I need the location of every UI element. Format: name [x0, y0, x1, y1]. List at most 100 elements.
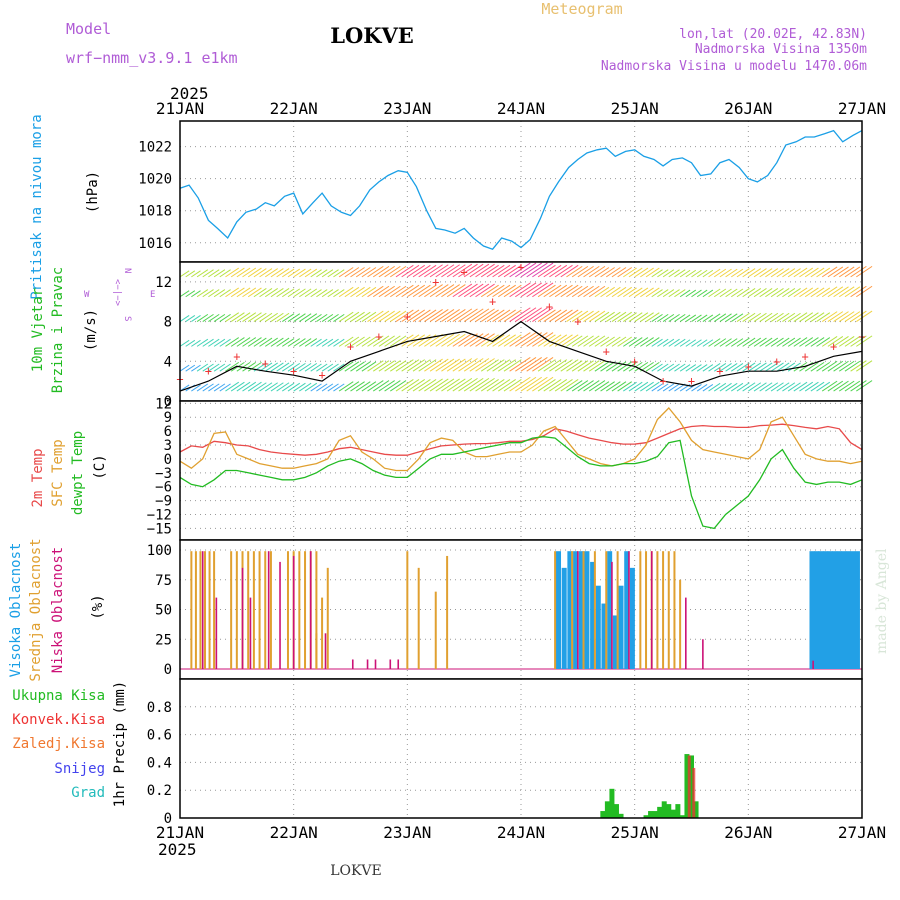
wind-barb-mark [338, 267, 354, 278]
wind-barb-mark [446, 378, 466, 392]
wind-barb-mark [264, 312, 278, 322]
mid-cloud-bar [605, 551, 608, 669]
wind-barb-mark [401, 284, 420, 298]
wind-barb-mark [486, 379, 505, 392]
wind-barb-mark [640, 312, 654, 322]
wind-barb-mark [270, 268, 284, 278]
high-cloud-bar [832, 551, 838, 669]
wind-barb-mark [344, 286, 360, 298]
wind-barb-mark [748, 362, 762, 372]
wind-barb-mark [316, 289, 328, 298]
wind-barb-mark [628, 287, 643, 298]
wind-barb-mark [804, 287, 819, 298]
wind-barb-mark [475, 283, 495, 298]
wind-barb-mark [350, 361, 365, 372]
mid-cloud-bar [639, 551, 642, 669]
wind-barb-mark [412, 284, 431, 298]
wind-barb-mark [372, 335, 390, 347]
wind-barb-mark [708, 313, 721, 322]
wind-barb-mark [696, 364, 708, 372]
wind-barb-mark [185, 290, 196, 298]
wind-barb-mark [202, 383, 214, 392]
wind-barb-mark [537, 334, 556, 347]
pressure-unit: (hPa) [85, 171, 101, 213]
wind-barb-mark [253, 382, 267, 392]
model-elevation-text: Nadmorska Visina u modelu 1470.06m [601, 59, 867, 74]
wind-barb-mark [532, 376, 554, 392]
cloud-ylabel-1: Visoka Oblacnost [8, 543, 24, 678]
top-date-tick: 27JAN [838, 99, 886, 118]
precip-legend-graupel: Grad [71, 785, 105, 801]
wind-barb-mark [452, 333, 473, 347]
wind-barb-mark [634, 287, 649, 298]
wind-barb-mark [742, 312, 756, 322]
wind-barb-mark [679, 314, 691, 322]
total-precip-bar [689, 755, 694, 818]
wind-barb-mark [486, 359, 505, 372]
wind-barb-mark [742, 362, 756, 372]
wind-barb-mark [833, 286, 849, 298]
low-cloud-bar [249, 597, 252, 669]
wind-barb-mark [327, 338, 339, 347]
temp-ylabel-3: dewpt Temp [70, 431, 86, 515]
wind-barb-mark [657, 289, 669, 298]
wind-barb-mark [617, 381, 632, 392]
top-date-tick: 23JAN [383, 99, 431, 118]
wind-barb-mark [503, 334, 522, 347]
wind-barb-mark [605, 267, 621, 278]
wind-barb-mark [424, 378, 443, 392]
wind-barb-mark [844, 380, 861, 392]
wind-barb-mark [418, 309, 437, 322]
wind-barb-mark [549, 359, 568, 372]
wind-barb-mark [543, 309, 562, 322]
wind-barb-mark [679, 269, 691, 278]
wind-barb-mark [662, 289, 675, 298]
wind-barb-mark [856, 310, 873, 322]
y-tick-label: −9 [155, 494, 172, 510]
wind-barb-mark [321, 383, 334, 392]
wind-barb-mark [782, 288, 796, 298]
mid-cloud-bar [673, 551, 676, 669]
wind-barb-mark [657, 338, 669, 347]
wind-barb-mark [628, 337, 643, 347]
wind-barb-mark [702, 339, 714, 347]
wind-barb-mark [782, 268, 796, 278]
wind-barb-mark [571, 335, 589, 347]
wind-barb-mark [213, 313, 226, 322]
wind-barb-mark [515, 356, 537, 372]
model-name: wrf−nmm_v3.9.1 e1km [66, 49, 238, 67]
wind-barb-mark [685, 364, 697, 372]
wind-barb-mark [799, 381, 814, 392]
wind-barb-mark [753, 268, 767, 278]
wind-barb-mark [787, 288, 801, 298]
wind-barb-mark [270, 337, 284, 347]
wind-barb-mark [583, 360, 600, 372]
low-cloud-bar [685, 597, 687, 669]
wind-barb-mark [640, 287, 654, 298]
wind-barb-mark [725, 268, 738, 278]
low-cloud-bar [702, 639, 704, 669]
conv-precip-bar [692, 767, 696, 818]
wind-barb-mark [736, 268, 750, 278]
y-tick-label: 1016 [138, 236, 172, 252]
wind-barb-mark [577, 360, 594, 372]
mid-cloud-bar [326, 567, 329, 669]
low-cloud-bar [309, 551, 312, 669]
precip-legend-snow: Snijeg [54, 761, 105, 777]
wind-barb-mark [208, 363, 220, 372]
wind-barb-mark [378, 285, 395, 298]
wind-barb-mark [333, 338, 345, 347]
wind-barb-mark [509, 282, 531, 298]
wind-barb-mark [560, 359, 579, 372]
wind-barb-mark [384, 265, 401, 278]
wind-barb-mark [253, 268, 267, 278]
wind-barb-mark [361, 381, 377, 392]
wind-barb-mark [566, 265, 583, 278]
wind-barb-mark [230, 267, 245, 278]
wind-barb-mark [463, 377, 484, 392]
wind-barb-mark [247, 312, 262, 322]
wind-barb-mark [605, 311, 621, 322]
high-cloud-bar [561, 567, 567, 669]
wind-barb-mark [850, 380, 867, 392]
wind-barb-mark [435, 358, 455, 372]
